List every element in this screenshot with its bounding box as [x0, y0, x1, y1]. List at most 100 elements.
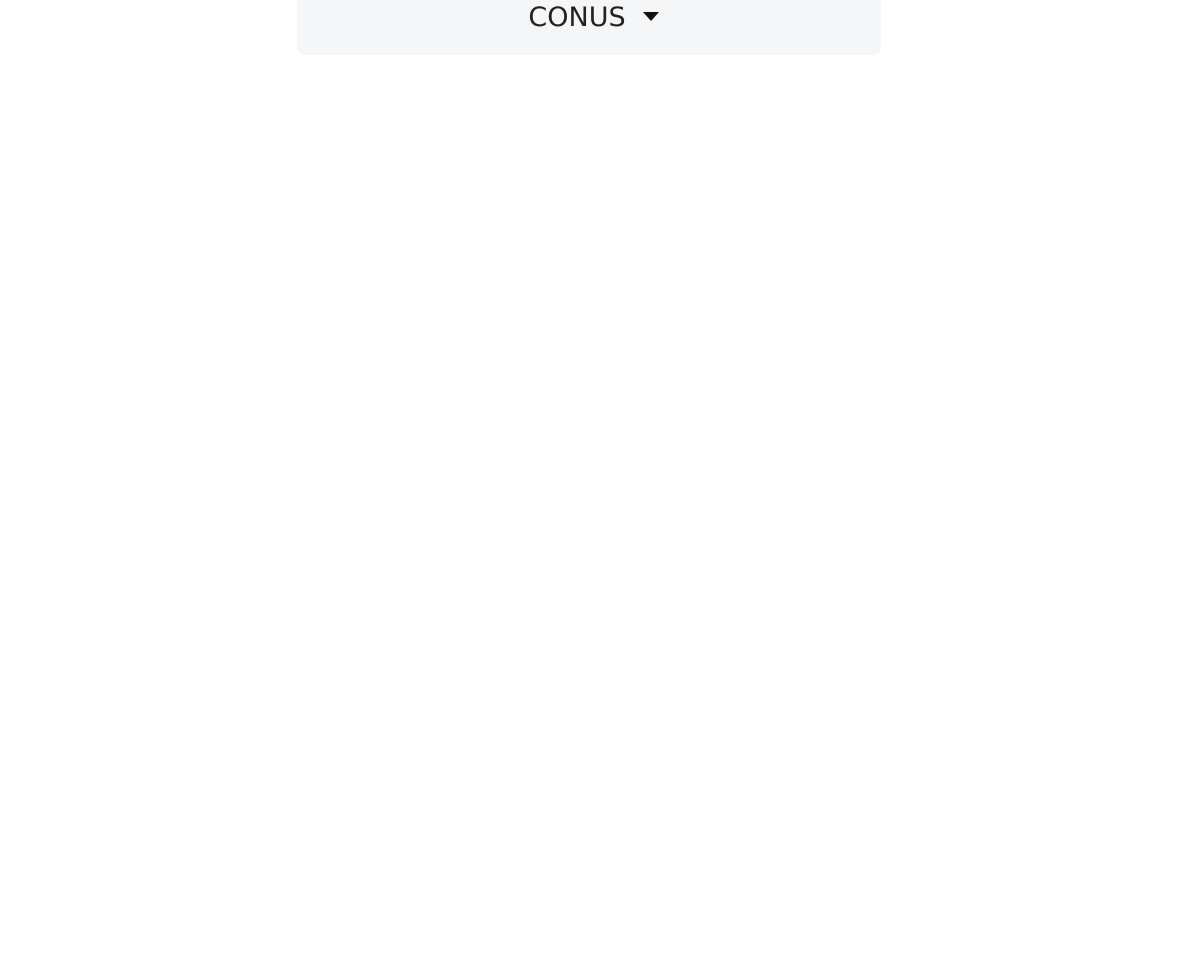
point-value: 92: [581, 756, 598, 771]
point-value: 91: [668, 659, 685, 674]
point-value: 78: [689, 346, 706, 361]
point-value: 87: [609, 439, 626, 454]
temperature-field: [30, 150, 1122, 832]
colorbar-tick-label: 0: [413, 873, 425, 895]
point-value: 76: [81, 433, 98, 448]
point-value: 79: [215, 397, 232, 412]
point-value: 75: [140, 223, 157, 238]
point-value: 93: [664, 613, 681, 628]
colorbar-frame: [78, 842, 1099, 861]
point-value: 84: [759, 652, 776, 667]
colorbar-segment: [701, 843, 731, 860]
colorbar-segment: [390, 843, 420, 860]
point-value: 83: [1021, 529, 1038, 544]
point-value: 90: [523, 486, 540, 501]
point-value: 86: [827, 420, 844, 435]
colorbar-segment: [1069, 843, 1099, 860]
point-value: 88: [763, 698, 780, 713]
colorbar-segment: [362, 843, 391, 860]
point-value: 82: [734, 386, 751, 401]
point-value: 95: [699, 476, 716, 491]
point-value: 68: [1090, 164, 1107, 179]
point-value: 69: [1056, 213, 1073, 228]
point-value: 83: [346, 489, 363, 504]
point-value: 86: [841, 552, 858, 567]
point-value: 88: [480, 532, 497, 547]
point-value: 76: [727, 301, 744, 316]
point-value: 83: [390, 232, 407, 247]
point-value: 102: [526, 574, 551, 589]
point-value: 63: [854, 287, 871, 302]
point-value: 85: [902, 683, 919, 698]
point-value: 71: [956, 402, 973, 417]
point-value: 72: [985, 311, 1002, 326]
colorbar-tick-label: 100: [967, 873, 1003, 895]
point-value: 84: [223, 228, 240, 243]
point-value: 59: [37, 430, 54, 445]
point-value: 90: [801, 601, 818, 616]
point-value: 76: [920, 453, 937, 468]
point-value: 87: [182, 225, 199, 240]
point-value: 86: [805, 648, 822, 663]
point-value: 60: [53, 257, 70, 272]
point-value: 103: [528, 620, 553, 635]
title-line: NDFD Temperature Forecast: [28, 85, 267, 103]
point-value: 88: [173, 352, 190, 367]
point-value: 77: [308, 190, 325, 205]
point-value: 81: [92, 304, 109, 319]
point-value: 80: [390, 191, 407, 206]
point-value: 89: [565, 441, 582, 456]
point-value: 84: [302, 401, 319, 416]
map-area: Max: 112.9 °F Min: 31.0 °F: [28, 126, 1150, 841]
colorbar-segment: [786, 843, 816, 860]
point-value: 77: [992, 353, 1009, 368]
point-value: 86: [949, 678, 966, 693]
point-value: 85: [850, 643, 867, 658]
point-value: 84: [1014, 484, 1031, 499]
point-value: 96: [483, 668, 500, 683]
point-value: 75: [176, 310, 193, 325]
gulf-waters: [579, 664, 1061, 841]
colorbar-segment: [1013, 843, 1042, 860]
point-value: 88: [302, 444, 319, 459]
dropdown-caret: [643, 12, 659, 21]
point-value: 90: [696, 433, 713, 448]
point-value: 79: [431, 233, 448, 248]
point-value: 77: [638, 224, 655, 239]
point-value: 88: [936, 586, 953, 601]
point-value: 74: [950, 360, 967, 375]
colorbar-segment: [814, 843, 844, 860]
point-value: 77: [731, 343, 748, 358]
point-value: 82: [1002, 718, 1019, 733]
point-value: 80: [1007, 441, 1024, 456]
point-value: 95: [659, 524, 676, 539]
point-value: 78: [431, 191, 448, 206]
point-value: 84: [1051, 477, 1068, 492]
colorbar-segment: [79, 843, 108, 860]
colorbar-tick-label: 110: [1023, 873, 1059, 895]
point-value: 72: [902, 323, 919, 338]
point-value: 73: [980, 269, 997, 284]
colorbar-segment: [928, 843, 957, 860]
point-value: 80: [475, 358, 492, 373]
point-value: 80: [476, 401, 493, 416]
point-value: 82: [517, 357, 534, 372]
region-dropdown[interactable]: CONUS: [297, 0, 881, 55]
point-value: 77: [217, 354, 234, 369]
colorbar-segment: [220, 843, 250, 860]
point-value: 86: [832, 463, 849, 478]
point-value: 92: [625, 708, 642, 723]
point-value: 95: [524, 530, 541, 545]
colorbar-tick-label: 40: [633, 873, 657, 895]
point-value: 63: [847, 245, 864, 260]
point-value: 88: [881, 502, 898, 517]
point-value: 83: [1008, 764, 1025, 779]
colorbar-segment: [248, 843, 278, 860]
point-value: 63: [125, 436, 142, 451]
point-value: 82: [390, 578, 407, 593]
point-value: 98: [532, 712, 549, 727]
point-value: 80: [473, 274, 490, 289]
point-value: 81: [519, 400, 536, 415]
point-value: 78: [682, 263, 699, 278]
point-value: 66: [1114, 288, 1131, 303]
